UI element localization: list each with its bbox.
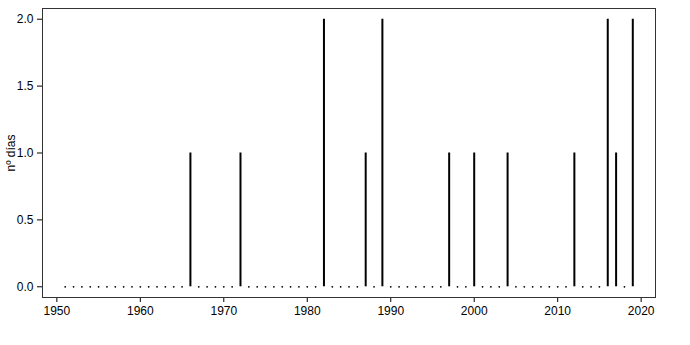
svg-text:1990: 1990 — [377, 304, 404, 318]
svg-text:1980: 1980 — [294, 304, 321, 318]
svg-text:2020: 2020 — [628, 304, 655, 318]
svg-text:1970: 1970 — [210, 304, 237, 318]
svg-text:2.0: 2.0 — [17, 12, 34, 26]
svg-text:1.5: 1.5 — [17, 79, 34, 93]
svg-text:1950: 1950 — [44, 304, 71, 318]
svg-text:nº días: nº días — [4, 134, 18, 171]
svg-text:1960: 1960 — [127, 304, 154, 318]
svg-text:0.0: 0.0 — [17, 280, 34, 294]
svg-text:0.5: 0.5 — [17, 213, 34, 227]
svg-text:1.0: 1.0 — [17, 146, 34, 160]
svg-text:2000: 2000 — [461, 304, 488, 318]
svg-text:2010: 2010 — [544, 304, 571, 318]
